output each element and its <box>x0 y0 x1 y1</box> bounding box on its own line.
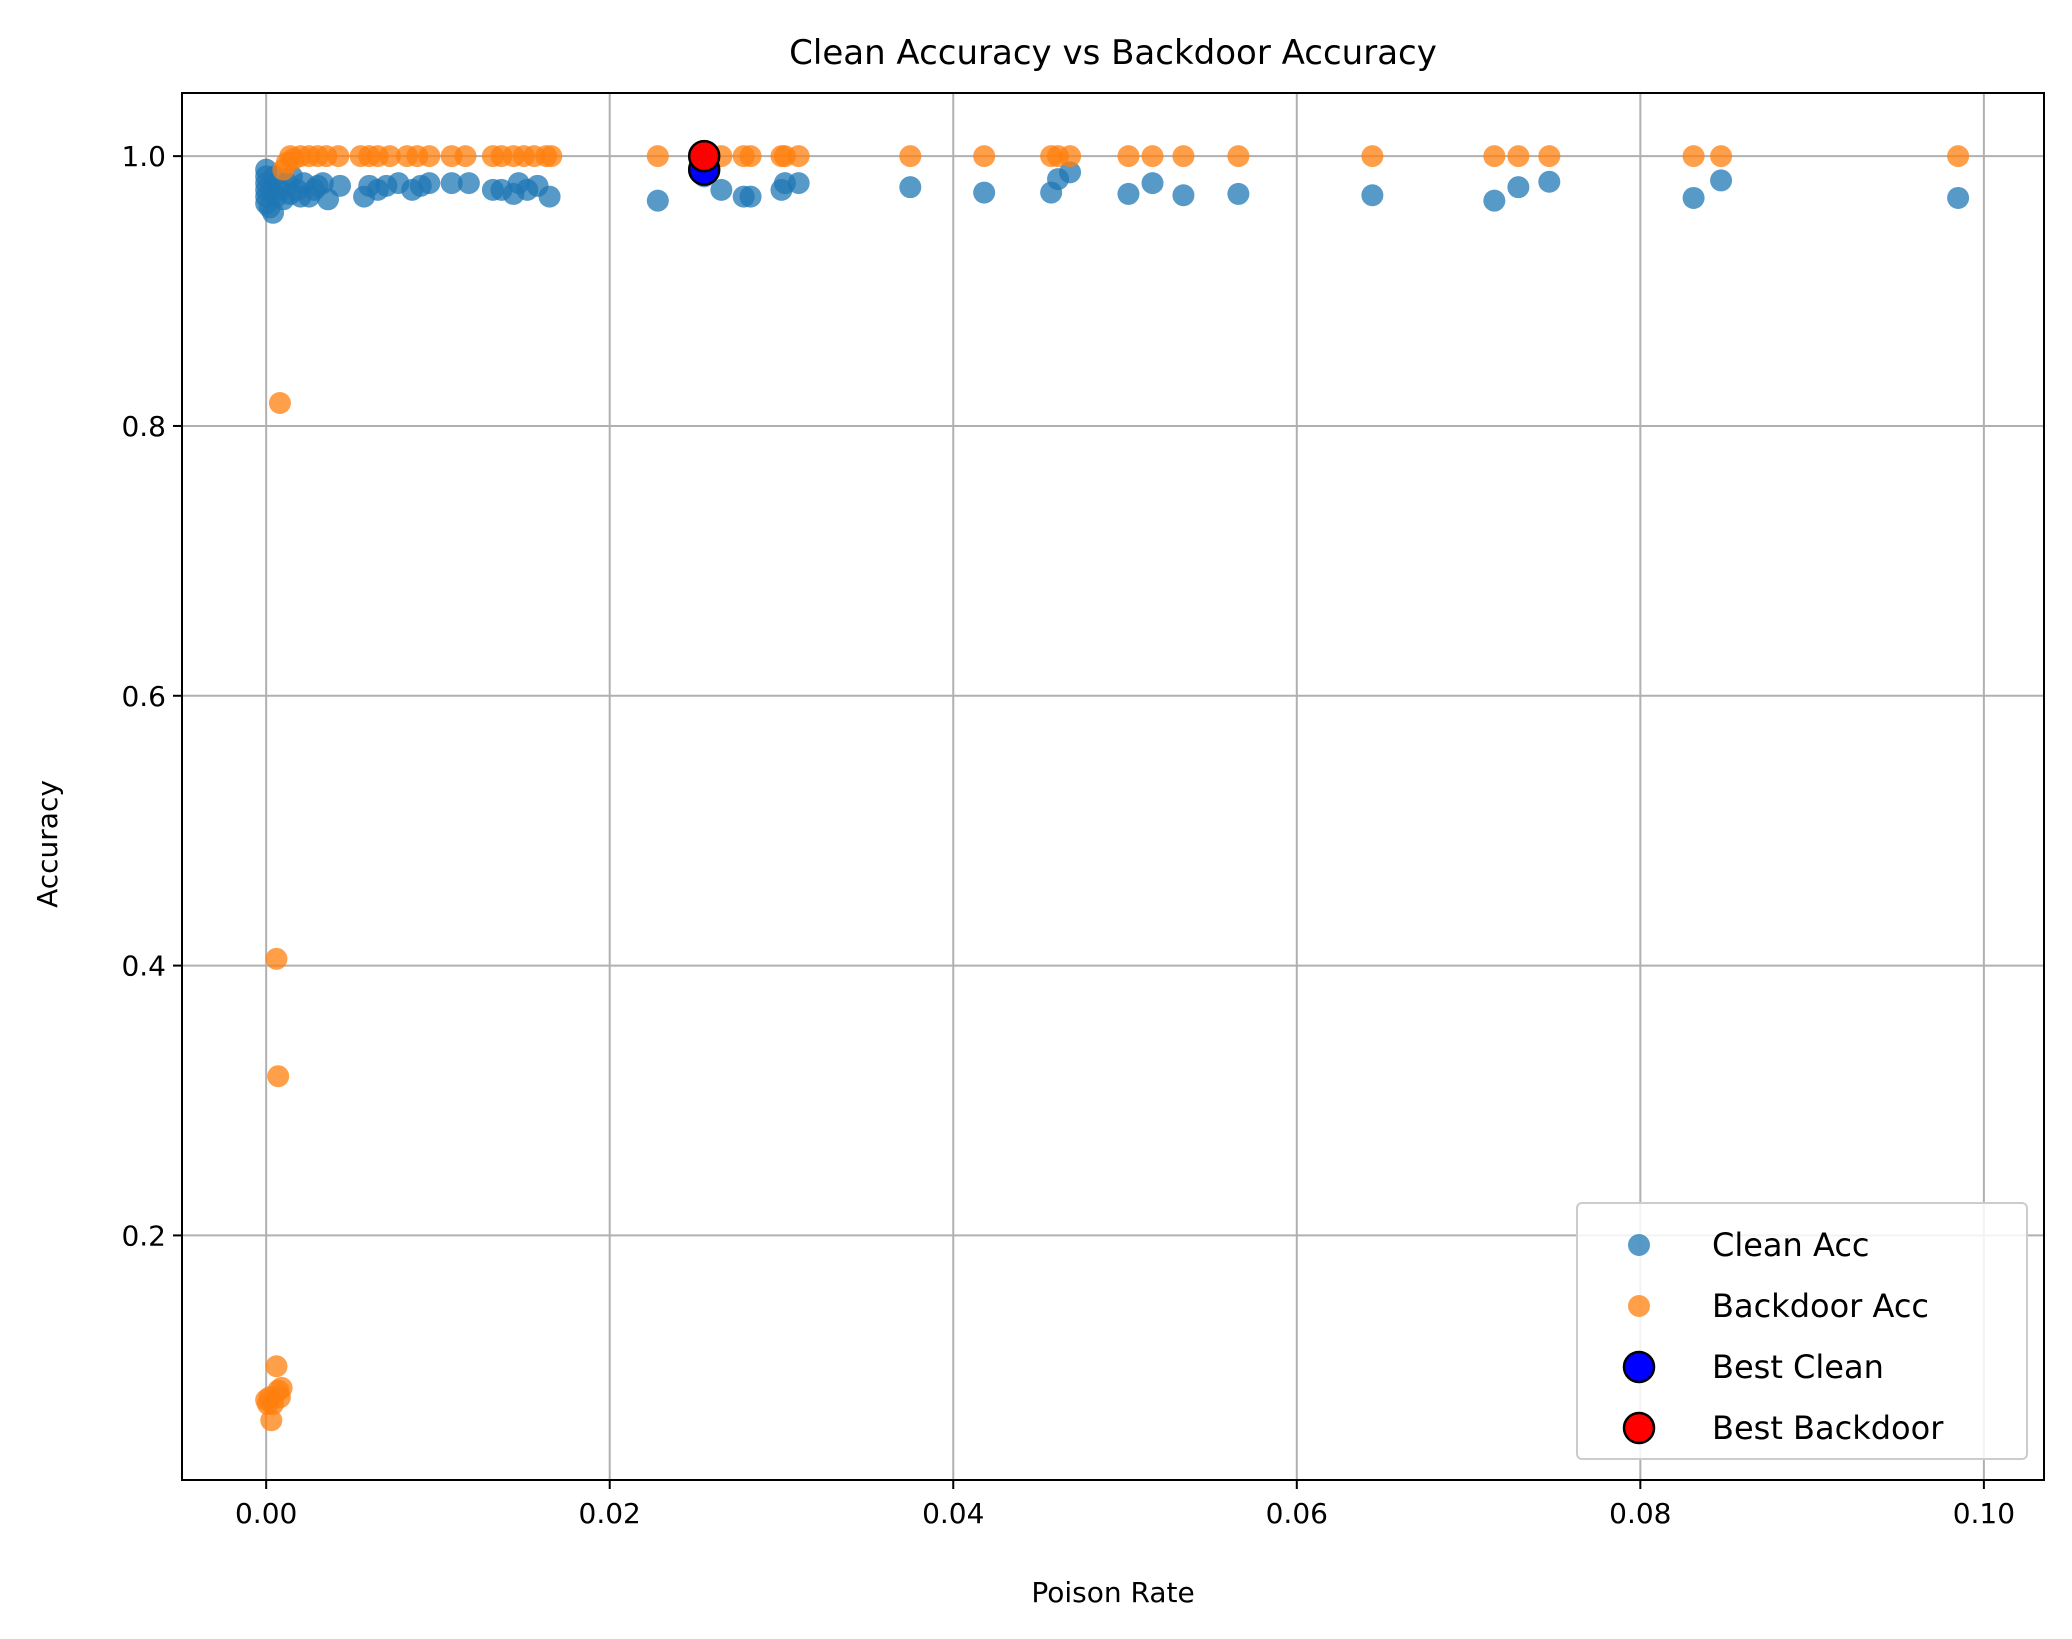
clean-acc-series <box>255 158 1970 224</box>
legend: Clean Acc Backdoor Acc Best Clean Best Back… <box>1576 1202 2028 1460</box>
backdoor-acc-point <box>1141 145 1164 168</box>
clean-acc-point <box>1059 161 1082 184</box>
legend-marker-clean-acc <box>1628 1234 1650 1256</box>
clean-acc-point <box>1141 172 1164 195</box>
clean-acc-point <box>1483 189 1506 212</box>
clean-acc-point <box>1538 170 1561 193</box>
clean-acc-point <box>1507 176 1530 199</box>
chart-title: Clean Accuracy vs Backdoor Accuracy <box>789 33 1437 73</box>
backdoor-acc-point <box>1483 145 1506 168</box>
backdoor-acc-point <box>1507 145 1530 168</box>
x-tick-label: 0.10 <box>1953 1497 2015 1530</box>
x-tick-label: 0.00 <box>235 1497 297 1530</box>
backdoor-acc-point <box>268 392 291 415</box>
best-backdoor-point <box>687 139 721 173</box>
backdoor-acc-point <box>787 145 810 168</box>
backdoor-acc-point <box>378 145 401 168</box>
backdoor-acc-point <box>1117 145 1140 168</box>
backdoor-acc-point <box>265 1355 288 1378</box>
y-tick-label: 0.6 <box>121 680 166 713</box>
backdoor-acc-series <box>255 145 1970 1432</box>
legend-label-clean-acc: Clean Acc <box>1712 1226 1870 1264</box>
plot-frame <box>181 92 2045 1481</box>
clean-acc-point <box>1682 186 1705 209</box>
legend-marker-backdoor-acc <box>1628 1295 1650 1317</box>
backdoor-acc-point <box>418 145 441 168</box>
y-tick-label: 0.2 <box>121 1219 166 1252</box>
clean-acc-point <box>329 174 352 197</box>
grid <box>182 93 2044 1480</box>
x-tick-label: 0.04 <box>922 1497 984 1530</box>
backdoor-acc-point <box>899 145 922 168</box>
clean-acc-point <box>1117 182 1140 205</box>
clean-acc-point <box>1361 184 1384 207</box>
clean-acc-point <box>418 172 441 195</box>
legend-label-best-clean: Best Clean <box>1712 1348 1884 1386</box>
backdoor-acc-point <box>973 145 996 168</box>
clean-acc-point <box>739 185 762 208</box>
clean-acc-point <box>1227 182 1250 205</box>
clean-acc-point <box>1947 186 1970 209</box>
clean-acc-point <box>710 178 733 201</box>
clean-acc-point <box>787 172 810 195</box>
backdoor-acc-point <box>454 145 477 168</box>
backdoor-acc-point <box>1710 145 1733 168</box>
backdoor-acc-point <box>646 145 669 168</box>
backdoor-acc-point <box>1059 145 1082 168</box>
backdoor-acc-point <box>1172 145 1195 168</box>
backdoor-acc-point <box>1227 145 1250 168</box>
y-axis-label: Accuracy <box>31 780 64 908</box>
clean-acc-point <box>1172 184 1195 207</box>
data-points <box>255 139 1970 1432</box>
clean-acc-point <box>646 189 669 212</box>
backdoor-acc-point <box>265 947 288 970</box>
backdoor-acc-point <box>1947 145 1970 168</box>
clean-acc-point <box>1710 169 1733 192</box>
backdoor-acc-point <box>1682 145 1705 168</box>
y-tick-label: 1.0 <box>121 140 166 173</box>
y-tick-label: 0.4 <box>121 950 166 983</box>
backdoor-acc-point <box>540 145 563 168</box>
backdoor-acc-point <box>1538 145 1561 168</box>
x-tick-label: 0.08 <box>1609 1497 1671 1530</box>
backdoor-acc-point <box>267 1065 290 1088</box>
clean-acc-point <box>440 172 463 195</box>
legend-marker-best-backdoor <box>1622 1411 1656 1445</box>
x-axis-label: Poison Rate <box>1031 1576 1194 1609</box>
backdoor-acc-point <box>260 1409 283 1432</box>
clean-acc-point <box>457 172 480 195</box>
backdoor-acc-point <box>739 145 762 168</box>
backdoor-acc-point <box>270 1376 293 1399</box>
legend-label-best-backdoor: Best Backdoor <box>1712 1409 1944 1447</box>
clean-acc-point <box>899 176 922 199</box>
best-backdoor-series <box>687 139 721 173</box>
y-tick-label: 0.8 <box>121 410 166 443</box>
backdoor-acc-point <box>327 145 350 168</box>
legend-label-backdoor-acc: Backdoor Acc <box>1712 1287 1929 1325</box>
x-tick-label: 0.06 <box>1266 1497 1328 1530</box>
backdoor-acc-point <box>1361 145 1384 168</box>
legend-marker-best-clean <box>1622 1350 1656 1384</box>
clean-acc-point <box>538 185 561 208</box>
axes-ticks: 0.00 0.02 0.04 0.06 0.08 0.10 0.2 0.4 0.6 0.8 1.0 <box>121 140 2015 1530</box>
legend-box <box>1576 1202 2028 1460</box>
x-tick-label: 0.02 <box>579 1497 641 1530</box>
clean-acc-point <box>973 181 996 204</box>
